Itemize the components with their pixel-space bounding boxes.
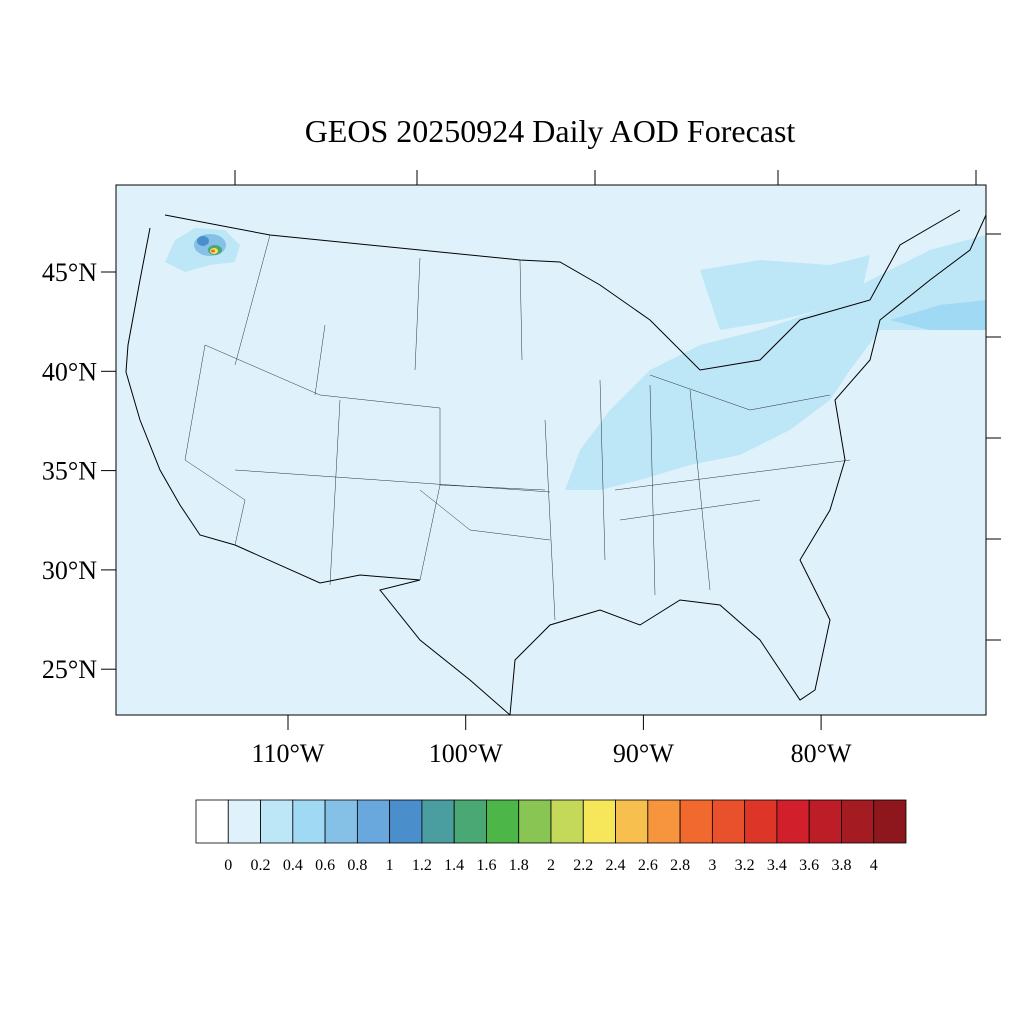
colorbar-label: 4	[870, 857, 878, 874]
colorbar-box	[292, 799, 326, 844]
colorbar-box	[260, 799, 294, 844]
colorbar-box	[227, 799, 261, 844]
colorbar: 0 0.2 0.4 0.6 0.8 1 1.2 1.4 1.6 1.8 2 2.2 2.4 2.6 2.8 3…	[195, 799, 907, 874]
colorbar-box	[486, 799, 520, 844]
colorbar-box	[356, 799, 391, 844]
lat-label: 40°N	[42, 357, 97, 386]
aod-shading	[165, 228, 986, 490]
colorbar-box	[679, 799, 713, 844]
colorbar-box	[389, 799, 423, 844]
colorbar-box	[518, 799, 552, 844]
state-borders	[184, 234, 851, 621]
aod-region	[211, 249, 215, 253]
aod-region	[890, 300, 986, 330]
colorbar-label: 2.2	[573, 857, 593, 874]
colorbar-box	[744, 799, 778, 844]
lon-label: 110°W	[252, 739, 325, 768]
colorbar-label: 1.6	[476, 857, 496, 874]
colorbar-box	[421, 799, 455, 844]
map-frame	[115, 184, 987, 716]
colorbar-box	[550, 799, 584, 844]
map-title: GEOS 20250924 Daily AOD Forecast	[305, 113, 796, 149]
colorbar-label: 2.6	[638, 857, 658, 874]
colorbar-box	[808, 799, 842, 844]
lat-labels: 45°N 40°N 35°N 30°N 25°N	[42, 258, 116, 684]
lat-label: 25°N	[42, 655, 97, 684]
colorbar-box	[711, 799, 746, 844]
aod-region	[700, 255, 870, 330]
colorbar-label: 0.4	[283, 857, 303, 874]
colorbar-label: 3.8	[831, 857, 851, 874]
colorbar-box	[582, 799, 616, 844]
colorbar-label: 0.6	[315, 857, 335, 874]
lon-label: 80°W	[791, 739, 852, 768]
colorbar-label: 0.2	[251, 857, 271, 874]
colorbar-box	[453, 799, 487, 844]
colorbar-box	[873, 799, 907, 844]
colorbar-label: 1.2	[412, 857, 432, 874]
colorbar-label: 3	[708, 857, 716, 874]
lon-labels: 110°W 100°W 90°W 80°W	[252, 715, 852, 768]
lat-label: 45°N	[42, 258, 97, 287]
colorbar-box	[776, 799, 810, 844]
colorbar-box	[647, 799, 681, 844]
colorbar-label: 1	[386, 857, 394, 874]
lat-label: 35°N	[42, 457, 97, 486]
colorbar-label: 2.8	[670, 857, 690, 874]
coastline	[125, 209, 987, 716]
colorbar-label: 1.8	[509, 857, 529, 874]
colorbar-label: 0.8	[347, 857, 367, 874]
colorbar-label: 3.4	[767, 857, 787, 874]
colorbar-box	[324, 799, 358, 844]
colorbar-label: 2.4	[606, 857, 626, 874]
colorbar-label: 3.2	[735, 857, 755, 874]
colorbar-label: 3.6	[799, 857, 819, 874]
colorbar-label: 2	[547, 857, 555, 874]
colorbar-box	[841, 799, 875, 844]
colorbar-box	[615, 799, 649, 844]
lat-label: 30°N	[42, 556, 97, 585]
graticule-ticks	[234, 170, 1001, 641]
lon-label: 100°W	[429, 739, 503, 768]
lon-label: 90°W	[613, 739, 674, 768]
map-panel	[115, 170, 1001, 716]
aod-region	[565, 235, 986, 490]
colorbar-box	[195, 799, 229, 844]
colorbar-label: 1.4	[444, 857, 464, 874]
colorbar-label: 0	[224, 857, 232, 874]
aod-region	[197, 236, 209, 246]
